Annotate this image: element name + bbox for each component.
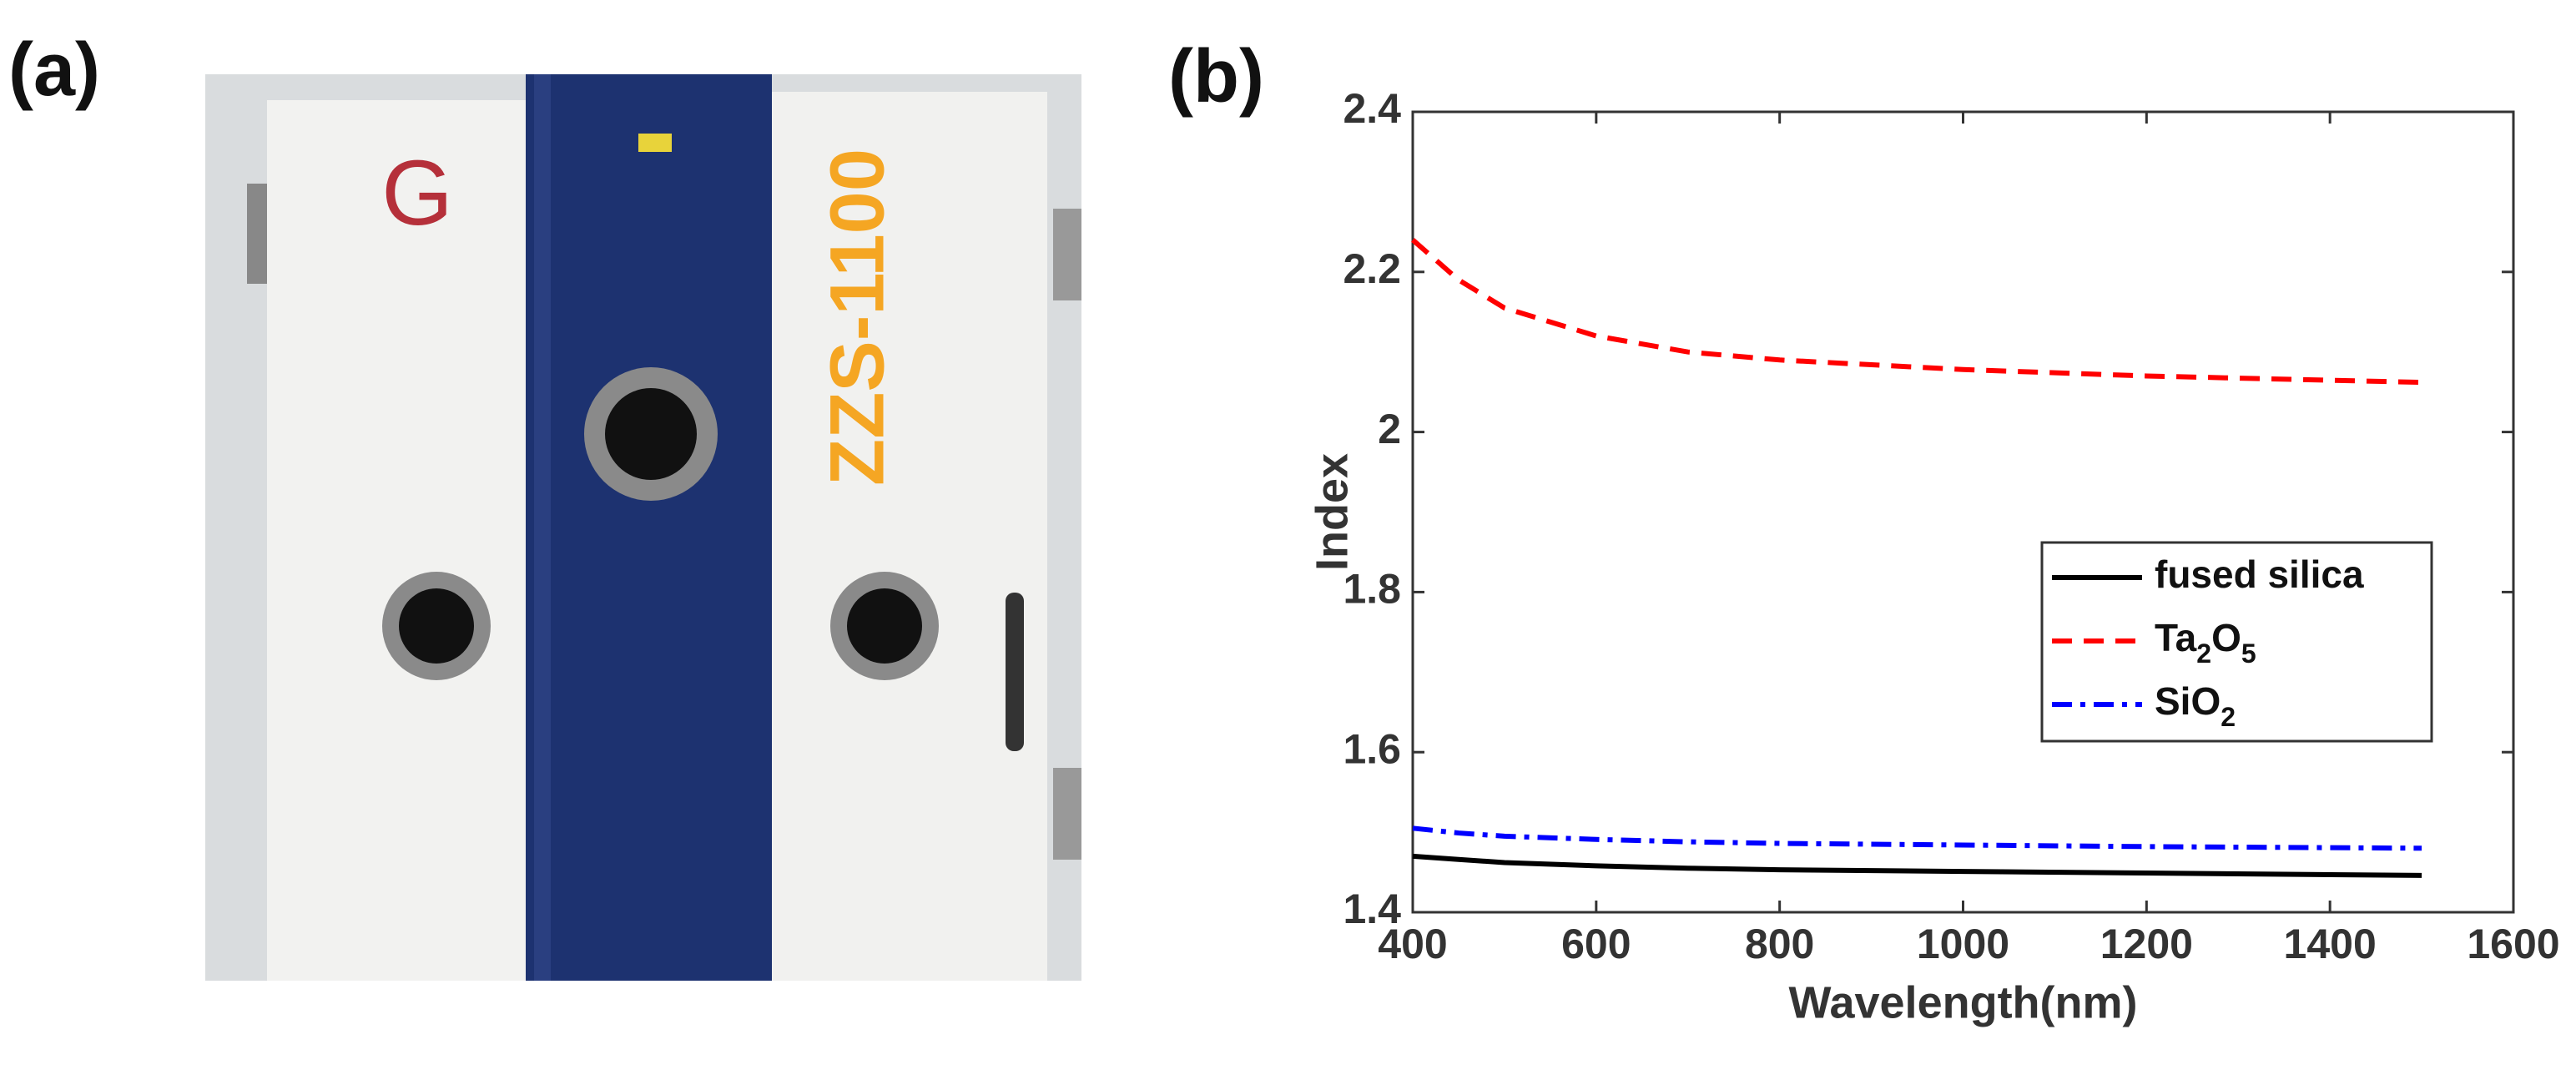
y-tick-label: 2 <box>1378 406 1401 452</box>
photo-text: ZZS-1100 <box>814 149 900 486</box>
x-tick-label: 600 <box>1561 921 1631 967</box>
y-axis-label: Index <box>1307 453 1357 571</box>
x-tick-label: 1000 <box>1917 921 2009 967</box>
series-line <box>1412 825 2422 851</box>
y-tick-label: 2.4 <box>1343 85 1401 132</box>
panel-label: (b) <box>1168 35 1264 119</box>
legend-label: Ta2O5 <box>2155 616 2256 669</box>
series-line <box>1412 853 2422 878</box>
series-line <box>1411 238 2422 386</box>
plot-frame <box>1411 110 2515 914</box>
y-tick-label: 1.4 <box>1343 886 1401 932</box>
y-tick-label: 1.6 <box>1343 725 1401 772</box>
x-tick-label: 1200 <box>2100 921 2193 967</box>
x-tick-label: 1400 <box>2284 921 2377 967</box>
x-tick-label: 1600 <box>2467 921 2559 967</box>
x-tick-label: 800 <box>1745 921 1814 967</box>
legend-label: fused silica <box>2155 553 2364 596</box>
x-axis-label: Wavelength(nm) <box>1789 977 2138 1027</box>
y-tick-label: 1.8 <box>1343 566 1401 613</box>
photo: G ZZS-1100 <box>205 74 1081 981</box>
legend-label: SiO2 <box>2155 679 2236 732</box>
y-tick-label: 2.2 <box>1343 245 1401 292</box>
x-tick-label: 400 <box>1378 921 1447 967</box>
panel-label: (a) <box>8 28 100 112</box>
svg-text:G: G <box>381 142 453 245</box>
